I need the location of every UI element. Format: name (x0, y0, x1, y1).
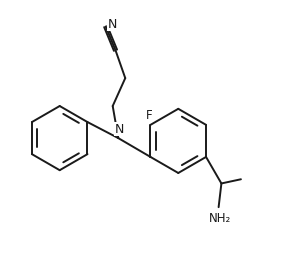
Text: NH₂: NH₂ (209, 212, 231, 225)
Text: F: F (146, 109, 153, 122)
Text: N: N (115, 123, 124, 136)
Text: N: N (108, 18, 117, 31)
